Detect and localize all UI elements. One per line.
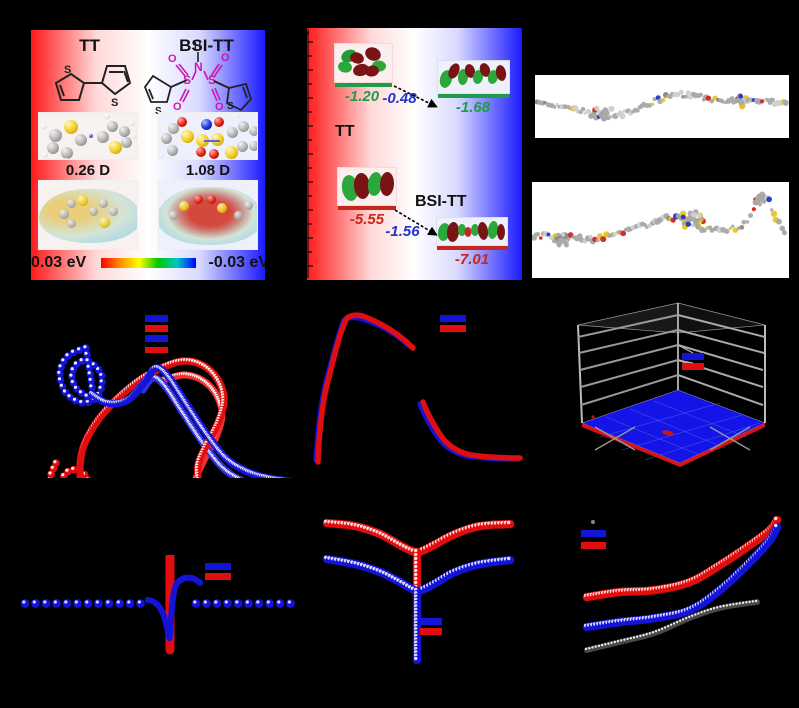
svg-text:S: S [227,101,234,112]
svg-text:N: N [194,60,203,74]
svg-text:H: H [194,41,201,52]
svg-text:O: O [168,53,177,65]
svg-text:S: S [111,97,118,109]
svg-text:O: O [221,52,230,64]
svg-text:S: S [64,64,71,76]
